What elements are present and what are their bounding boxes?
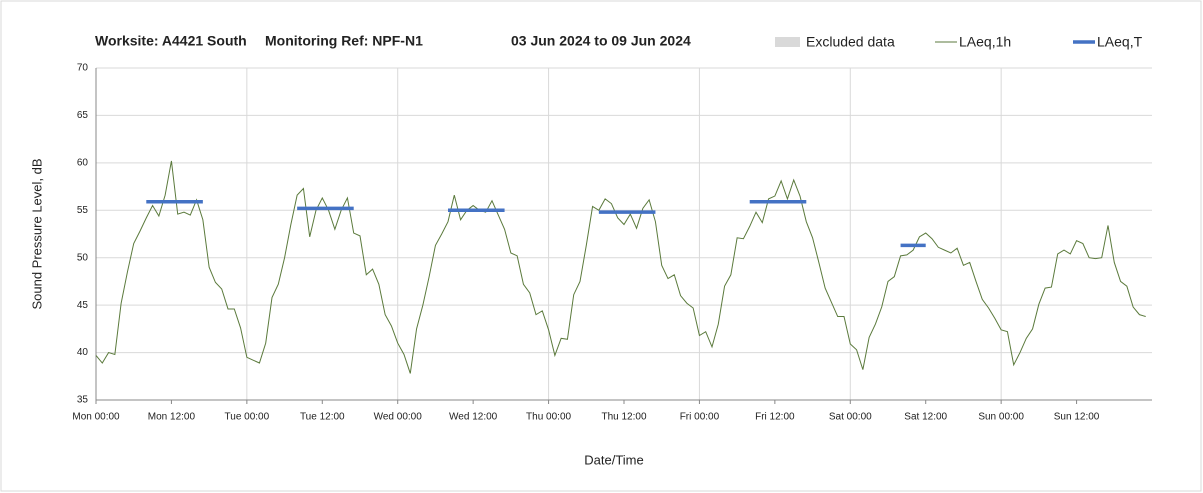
- y-tick-label: 65: [77, 110, 89, 121]
- x-tick-label: Fri 00:00: [680, 412, 720, 423]
- y-axis-label: Sound Pressure Level, dB: [29, 158, 44, 309]
- x-tick-label: Sat 00:00: [829, 412, 872, 423]
- title-worksite: Worksite: A4421 South: [95, 33, 247, 49]
- x-tick-label: Fri 12:00: [755, 412, 795, 423]
- x-tick-label: Mon 12:00: [148, 412, 196, 423]
- y-tick-label: 50: [77, 252, 89, 263]
- y-tick-label: 55: [77, 205, 89, 216]
- legend-label: Excluded data: [806, 34, 895, 50]
- x-tick-label: Sun 12:00: [1054, 412, 1100, 423]
- title-ref: Monitoring Ref: NPF-N1: [265, 33, 423, 49]
- y-tick-label: 35: [77, 395, 89, 406]
- x-tick-label: Tue 00:00: [225, 412, 270, 423]
- y-tick-label: 70: [77, 63, 89, 74]
- y-tick-label: 45: [77, 300, 89, 311]
- x-tick-label: Wed 00:00: [374, 412, 423, 423]
- x-tick-label: Thu 00:00: [526, 412, 571, 423]
- x-tick-label: Thu 12:00: [601, 412, 646, 423]
- legend-label: LAeq,1h: [959, 34, 1011, 50]
- title-dates: 03 Jun 2024 to 09 Jun 2024: [511, 33, 691, 49]
- series-line: [95, 160, 1146, 374]
- y-tick-label: 40: [77, 347, 89, 358]
- x-tick-label: Wed 12:00: [449, 412, 498, 423]
- x-tick-label: Sat 12:00: [904, 412, 947, 423]
- x-tick-label: Sun 00:00: [978, 412, 1024, 423]
- legend-label: LAeq,T: [1097, 34, 1143, 50]
- x-tick-label: Tue 12:00: [300, 412, 345, 423]
- x-axis-label: Date/Time: [584, 452, 643, 467]
- y-tick-label: 60: [77, 157, 89, 168]
- legend-swatch: [775, 37, 800, 47]
- x-tick-label: Mon 00:00: [72, 412, 120, 423]
